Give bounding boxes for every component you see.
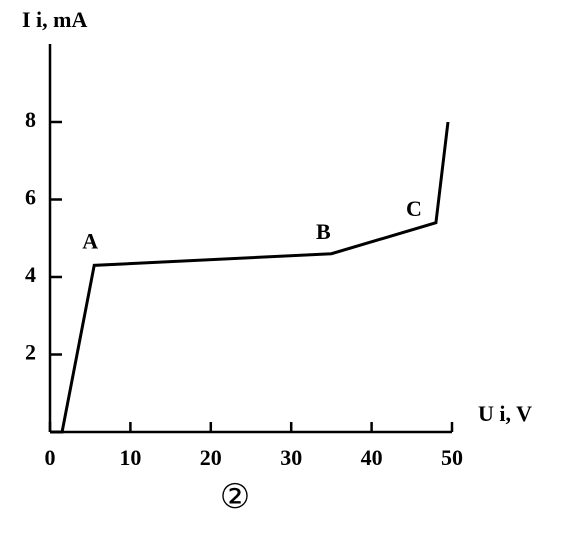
x-axis-label: U i, V <box>478 401 532 426</box>
point-annotation: B <box>316 219 331 244</box>
point-annotation: A <box>82 228 98 253</box>
x-tick-label: 30 <box>280 445 302 470</box>
data-line <box>50 121 450 434</box>
x-tick-label: 10 <box>119 445 141 470</box>
point-annotation: C <box>406 196 422 221</box>
y-tick-label: 4 <box>25 262 36 287</box>
x-tick-label: 0 <box>45 445 56 470</box>
x-tick-label: 40 <box>361 445 383 470</box>
x-tick-label: 50 <box>441 445 463 470</box>
y-tick-label: 8 <box>25 107 36 132</box>
y-tick-label: 2 <box>25 340 36 365</box>
caption: ② <box>220 479 250 516</box>
y-axis-label: I i, mA <box>22 7 88 32</box>
x-tick-label: 20 <box>200 445 222 470</box>
y-tick-label: 6 <box>25 185 36 210</box>
